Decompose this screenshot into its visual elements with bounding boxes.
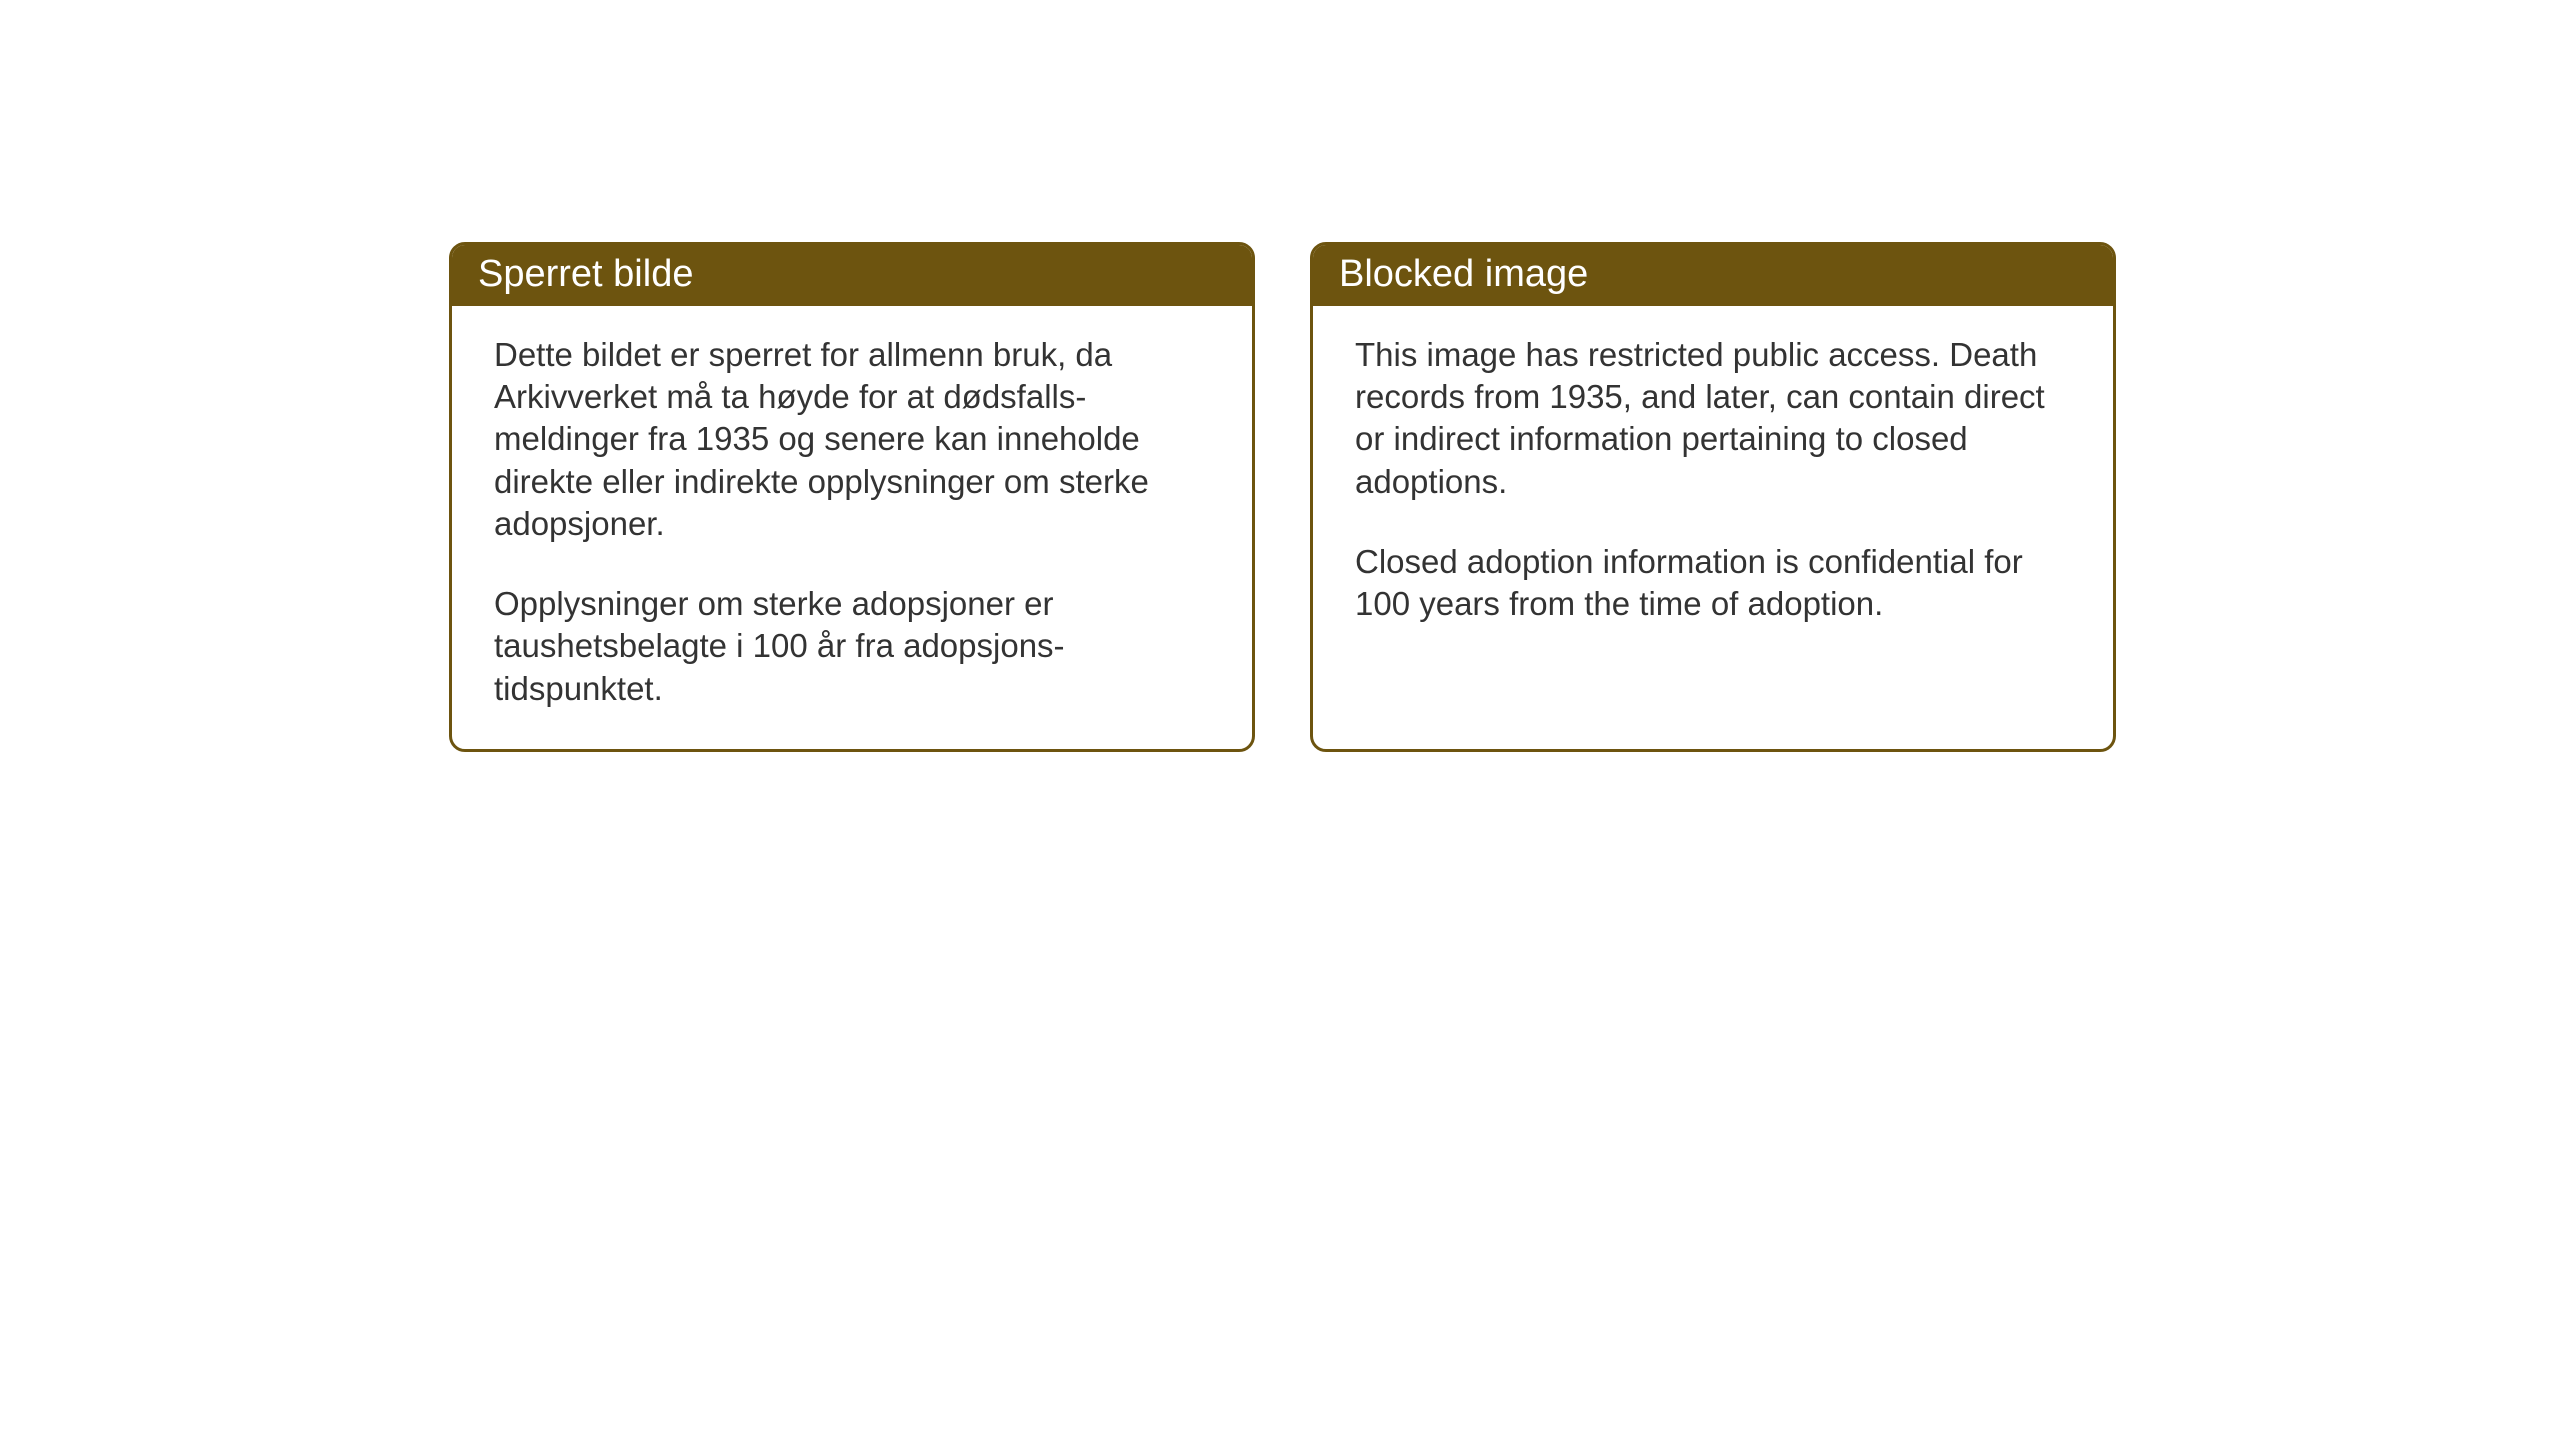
notice-container: Sperret bilde Dette bildet er sperret fo… [449,242,2116,752]
norwegian-paragraph-2: Opplysninger om sterke adopsjoner er tau… [494,583,1210,710]
norwegian-notice-title: Sperret bilde [452,245,1252,306]
norwegian-paragraph-1: Dette bildet er sperret for allmenn bruk… [494,334,1210,545]
english-paragraph-2: Closed adoption information is confident… [1355,541,2071,625]
english-notice-title: Blocked image [1313,245,2113,306]
norwegian-notice-body: Dette bildet er sperret for allmenn bruk… [452,306,1252,746]
norwegian-notice-box: Sperret bilde Dette bildet er sperret fo… [449,242,1255,752]
english-paragraph-1: This image has restricted public access.… [1355,334,2071,503]
english-notice-box: Blocked image This image has restricted … [1310,242,2116,752]
english-notice-body: This image has restricted public access.… [1313,306,2113,661]
